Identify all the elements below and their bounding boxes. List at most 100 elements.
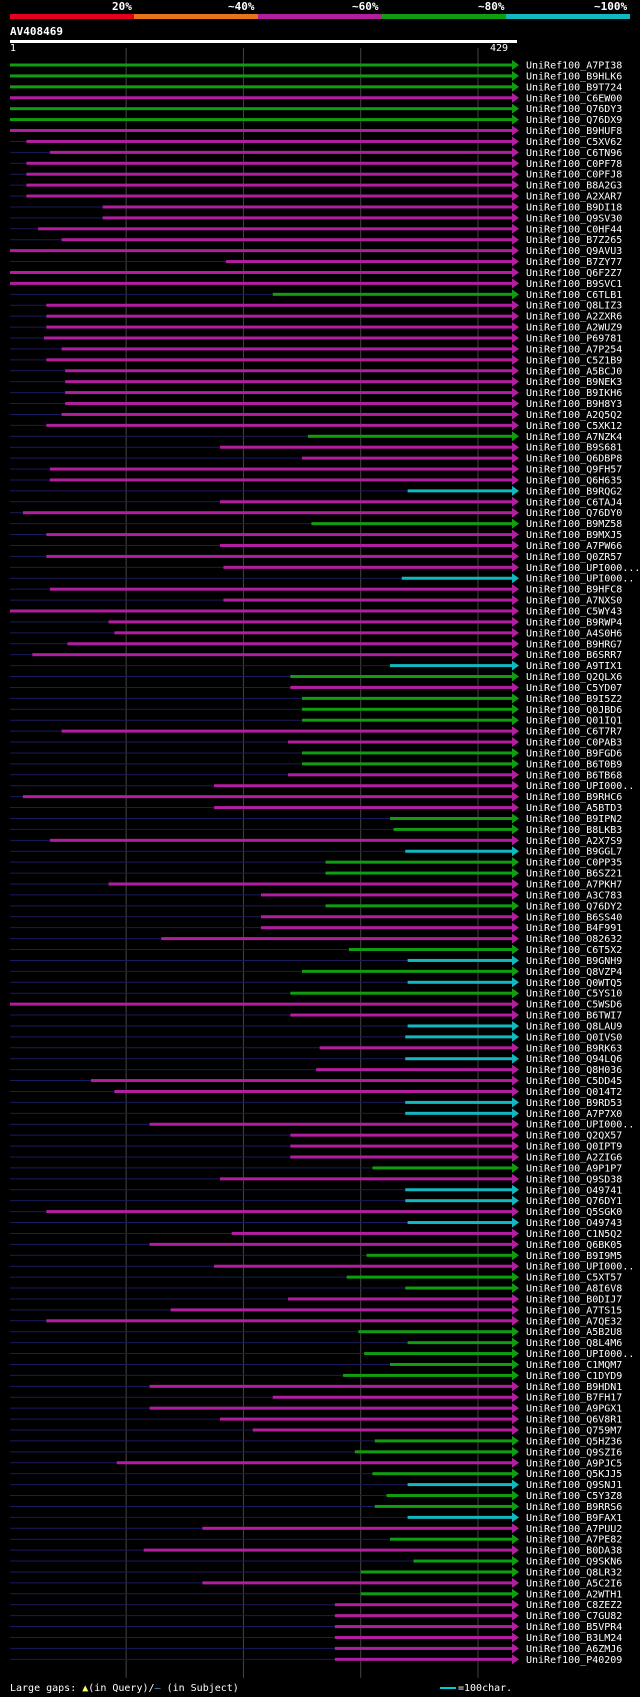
hit-arrow bbox=[512, 1588, 519, 1599]
hit-label: UniRef100_Q9SV30 bbox=[526, 213, 622, 224]
hit-arrow bbox=[512, 1217, 519, 1228]
hit-label: UniRef100_Q76DY1 bbox=[526, 1196, 622, 1207]
hit-arrow bbox=[512, 234, 519, 245]
hit-label: UniRef100_B6SZ21 bbox=[526, 869, 622, 880]
hit-arrow bbox=[512, 1261, 519, 1272]
hit-bar bbox=[334, 1625, 512, 1629]
legend-swatch-green bbox=[382, 14, 506, 19]
hit-arrow bbox=[512, 289, 519, 300]
hit-bar bbox=[231, 1231, 513, 1235]
hit-label: UniRef100_Q76DY0 bbox=[526, 508, 622, 519]
hit-label: UniRef100_B9I5Z2 bbox=[526, 694, 622, 705]
hit-label: UniRef100_UPI000.. bbox=[526, 781, 634, 792]
hit-bar bbox=[290, 1013, 512, 1017]
hit-bar bbox=[46, 314, 513, 318]
hit-arrow bbox=[512, 343, 519, 354]
hit-label: UniRef100_B9I9M5 bbox=[526, 1251, 622, 1262]
hit-arrow bbox=[512, 988, 519, 999]
hit-label: UniRef100_Q5HZ36 bbox=[526, 1436, 622, 1447]
hit-label: UniRef100_A2X7S9 bbox=[526, 836, 622, 847]
hit-label: UniRef100_B9IPN2 bbox=[526, 814, 622, 825]
hit-label: UniRef100_A9PGX1 bbox=[526, 1404, 622, 1415]
hit-label: UniRef100_Q9SNJ1 bbox=[526, 1480, 622, 1491]
hit-arrow bbox=[512, 1446, 519, 1457]
hit-label: UniRef100_Q9FH57 bbox=[526, 465, 622, 476]
hit-arrow bbox=[512, 92, 519, 103]
hit-bar bbox=[302, 718, 512, 722]
hit-bar bbox=[46, 358, 513, 362]
hit-bar bbox=[65, 391, 513, 395]
hit-label: UniRef100_B9SVC1 bbox=[526, 279, 622, 290]
legend-swatch-purple bbox=[258, 14, 382, 19]
hit-arrow bbox=[512, 1042, 519, 1053]
hit-arrow bbox=[512, 911, 519, 922]
hit-bar bbox=[290, 1155, 512, 1159]
hit-arrow bbox=[512, 1534, 519, 1545]
legend-label-40: ~40% bbox=[228, 0, 255, 13]
hit-label: UniRef100_B8LKB3 bbox=[526, 825, 622, 836]
hit-bar bbox=[10, 281, 512, 285]
hit-bar bbox=[364, 1352, 512, 1356]
hit-bar bbox=[214, 784, 512, 788]
hit-arrow bbox=[512, 1293, 519, 1304]
hit-label: UniRef100_B9RK63 bbox=[526, 1043, 622, 1054]
hit-label: UniRef100_Q76DY3 bbox=[526, 104, 622, 115]
hit-bar bbox=[102, 205, 513, 209]
hit-label: UniRef100_A2WTH1 bbox=[526, 1589, 622, 1600]
hit-bar bbox=[372, 1472, 512, 1476]
hit-arrow bbox=[512, 573, 519, 584]
hit-arrow bbox=[512, 1381, 519, 1392]
hit-bar bbox=[61, 412, 512, 416]
hit-arrow bbox=[512, 999, 519, 1010]
hit-label: UniRef100_Q76DY2 bbox=[526, 901, 622, 912]
hit-bar bbox=[49, 150, 512, 154]
hit-arrow bbox=[512, 868, 519, 879]
hit-bar bbox=[219, 445, 512, 449]
hit-arrow bbox=[512, 769, 519, 780]
hit-label: UniRef100_B9HFC8 bbox=[526, 585, 622, 596]
hit-label: UniRef100_UPI000.. bbox=[526, 1120, 634, 1131]
hit-arrow bbox=[512, 1064, 519, 1075]
hit-label: UniRef100_C6TAJ4 bbox=[526, 497, 622, 508]
hit-bar bbox=[10, 609, 512, 613]
hit-arrow bbox=[512, 562, 519, 573]
hit-bar bbox=[149, 1122, 512, 1126]
hit-arrow bbox=[512, 333, 519, 343]
hit-bar bbox=[223, 598, 512, 602]
hit-label: UniRef100_Q0IVS0 bbox=[526, 1032, 622, 1043]
hit-arrow bbox=[512, 1086, 519, 1097]
hit-bar bbox=[116, 1461, 512, 1465]
hit-arrow bbox=[512, 802, 519, 813]
hit-label: UniRef100_Q8LR32 bbox=[526, 1567, 622, 1578]
hit-arrow bbox=[512, 1031, 519, 1042]
hit-bar bbox=[334, 1603, 512, 1607]
hit-bar bbox=[348, 948, 512, 952]
hit-arrow bbox=[512, 1457, 519, 1468]
hit-label: UniRef100_B7FH17 bbox=[526, 1393, 622, 1404]
hit-label: UniRef100_Q94LQ6 bbox=[526, 1054, 622, 1065]
hit-label: UniRef100_C5XT57 bbox=[526, 1273, 622, 1284]
hit-label: UniRef100_B9HUF8 bbox=[526, 126, 622, 137]
hit-label: UniRef100_C0PAB3 bbox=[526, 738, 622, 749]
hit-arrow bbox=[512, 726, 519, 737]
hit-arrow bbox=[512, 114, 519, 125]
hit-label: UniRef100_A5C2I6 bbox=[526, 1578, 622, 1589]
hit-bar bbox=[290, 1133, 512, 1137]
hit-arrow bbox=[512, 431, 519, 442]
hit-bar bbox=[302, 696, 512, 700]
hit-label: UniRef100_O49743 bbox=[526, 1218, 622, 1229]
hit-label: UniRef100_A2ZXR6 bbox=[526, 312, 622, 323]
hit-arrow bbox=[512, 922, 519, 933]
hit-bar bbox=[46, 325, 513, 329]
hit-label: UniRef100_B7ZY77 bbox=[526, 257, 622, 268]
hit-arrow bbox=[512, 1643, 519, 1654]
hit-bar bbox=[407, 489, 512, 493]
hit-bar bbox=[22, 511, 513, 515]
hit-bar bbox=[219, 543, 512, 547]
hit-arrow bbox=[512, 1250, 519, 1261]
hit-bar bbox=[290, 685, 512, 689]
hit-label: UniRef100_C5DD45 bbox=[526, 1076, 622, 1087]
hit-arrow bbox=[512, 955, 519, 966]
hit-arrow bbox=[512, 540, 519, 551]
